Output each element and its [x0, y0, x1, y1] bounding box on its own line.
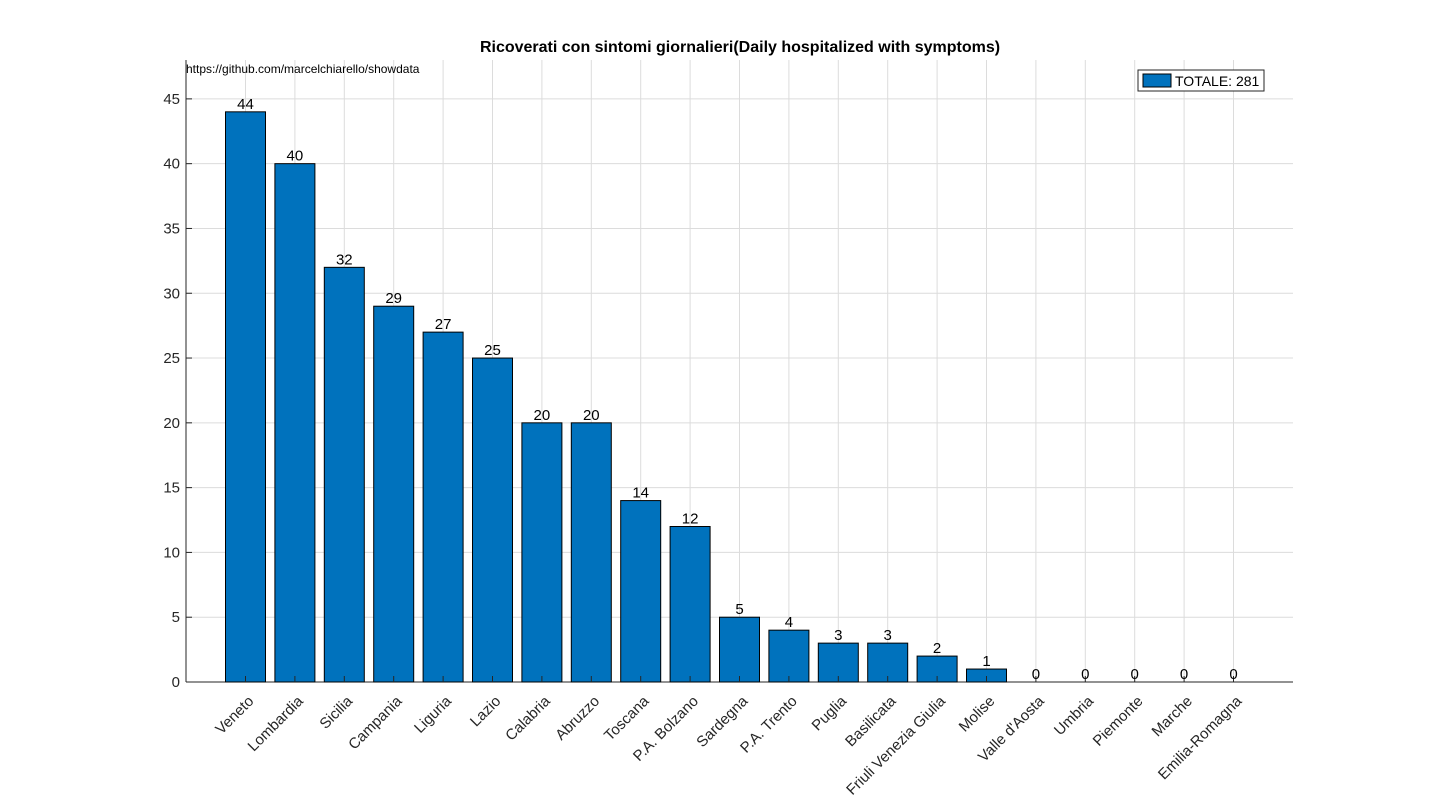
- data-label: 0: [1081, 666, 1089, 683]
- category-label: Campania: [345, 692, 406, 753]
- bar: [570, 422, 612, 683]
- y-tick-label: 20: [163, 415, 180, 432]
- data-label: 0: [1131, 666, 1139, 683]
- bar: [274, 163, 316, 683]
- y-tick-label: 15: [163, 480, 180, 497]
- y-tick-label: 10: [163, 544, 180, 561]
- category-label: Emilia-Romagna: [1155, 692, 1246, 783]
- data-label: 14: [632, 485, 649, 502]
- bars: [225, 111, 1007, 683]
- data-label: 44: [237, 96, 254, 113]
- data-label: 3: [884, 627, 892, 644]
- category-label: Lazio: [467, 693, 504, 730]
- data-label: 40: [287, 148, 304, 165]
- bar: [422, 331, 464, 683]
- bar: [669, 526, 711, 683]
- bar: [373, 305, 415, 683]
- bar: [225, 111, 266, 683]
- data-label: 0: [1180, 666, 1188, 683]
- data-label: 0: [1032, 666, 1040, 683]
- data-label: 20: [534, 407, 551, 424]
- category-label: Sicilia: [316, 692, 356, 732]
- data-label: 20: [583, 407, 600, 424]
- bar: [867, 642, 909, 683]
- category-label: Molise: [956, 693, 999, 736]
- category-label: Piemonte: [1090, 693, 1147, 750]
- data-label: 27: [435, 316, 452, 333]
- y-tick-label: 40: [163, 156, 180, 173]
- data-label: 2: [933, 640, 941, 657]
- category-label: Liguria: [411, 692, 455, 736]
- bar: [472, 357, 513, 683]
- bar: [323, 266, 365, 683]
- y-axis: 0 5 10 15 20 25 30 35 40 45: [163, 91, 192, 691]
- bar: [719, 616, 760, 683]
- bar: [768, 629, 810, 683]
- data-label: 25: [484, 342, 501, 359]
- y-tick-label: 25: [163, 350, 180, 367]
- legend-swatch: [1142, 73, 1172, 88]
- data-label: 32: [336, 251, 353, 268]
- data-label: 3: [834, 627, 842, 644]
- y-tick-label: 45: [163, 91, 180, 108]
- source-url: https://github.com/marcelchiarello/showd…: [186, 62, 420, 76]
- legend-label: TOTALE: 281: [1175, 73, 1260, 89]
- y-tick-label: 35: [163, 220, 180, 237]
- category-label: Umbria: [1051, 692, 1098, 739]
- bar: [521, 422, 563, 683]
- y-tick-label: 5: [172, 609, 180, 626]
- category-label: Friuli Venezia Giulia: [843, 692, 949, 798]
- data-label: 1: [982, 653, 990, 670]
- bar: [620, 500, 662, 683]
- data-label: 12: [682, 511, 699, 528]
- category-label: Calabria: [502, 692, 554, 744]
- data-label: 0: [1229, 666, 1237, 683]
- data-label: 29: [385, 290, 402, 307]
- data-label: 4: [785, 614, 793, 631]
- category-label: Puglia: [809, 692, 851, 734]
- category-label: Veneto: [212, 693, 257, 738]
- chart-title: Ricoverati con sintomi giornalieri(Daily…: [480, 39, 1000, 56]
- y-tick-label: 0: [172, 674, 180, 691]
- category-label: Abruzzo: [552, 693, 603, 744]
- legend: TOTALE: 281: [1137, 69, 1265, 92]
- category-label: Marche: [1149, 693, 1196, 740]
- y-tick-label: 30: [163, 285, 180, 302]
- data-label: 5: [735, 601, 743, 618]
